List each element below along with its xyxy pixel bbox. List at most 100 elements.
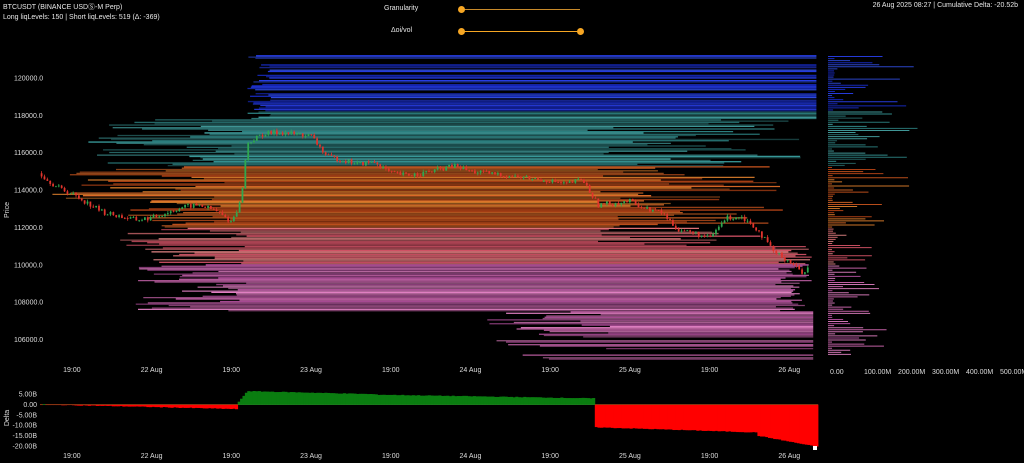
delta-bar xyxy=(459,396,463,405)
candle-body xyxy=(562,182,565,184)
delta-bar xyxy=(648,404,652,430)
candle-body xyxy=(95,205,98,208)
delta-bar xyxy=(799,404,803,444)
delta-bar xyxy=(441,395,445,405)
delta-bar xyxy=(411,395,415,405)
candle-body xyxy=(184,204,186,208)
candle-body xyxy=(115,215,118,217)
granularity-slider[interactable] xyxy=(461,9,580,10)
candle-body xyxy=(132,217,135,218)
delta-bar xyxy=(667,404,671,430)
candle-body xyxy=(235,212,238,217)
delta-bar xyxy=(714,404,718,431)
delta-bar xyxy=(462,395,466,405)
oi-vol-range-slider[interactable] xyxy=(461,31,580,32)
delta-bar xyxy=(401,394,405,405)
candle-body xyxy=(663,213,666,215)
delta-bar xyxy=(812,404,816,447)
candle-body xyxy=(72,192,75,194)
candle-body xyxy=(798,265,801,270)
candle-body xyxy=(703,235,706,237)
delta-bar xyxy=(202,404,206,409)
candle-body xyxy=(293,131,296,134)
delta-bar xyxy=(271,391,275,405)
delta-bar xyxy=(749,404,753,433)
candle-body xyxy=(588,185,591,193)
delta-bar xyxy=(425,395,429,405)
candle-body xyxy=(60,185,63,188)
delta-bar xyxy=(229,404,233,410)
oi-vol-slider-handle-low[interactable] xyxy=(458,28,465,35)
delta-bar xyxy=(208,404,212,409)
candle-body xyxy=(508,176,511,178)
delta-bar xyxy=(762,404,766,437)
delta-bar xyxy=(200,404,204,409)
candle-body xyxy=(669,218,671,221)
candle-body xyxy=(201,204,204,207)
candle-body xyxy=(651,209,654,212)
candle-body xyxy=(161,216,164,217)
delta-bar xyxy=(621,404,625,429)
delta-bar xyxy=(496,396,500,405)
delta-bar xyxy=(175,404,180,408)
candle-body xyxy=(98,205,100,211)
delta-bar xyxy=(456,396,461,405)
candle-body xyxy=(212,208,215,210)
delta-bar xyxy=(268,391,272,405)
profile-tick-label: 300.00M xyxy=(932,369,959,376)
delta-bar xyxy=(154,404,158,408)
delta-bar xyxy=(555,397,559,405)
delta-bar xyxy=(616,404,620,429)
candle-body xyxy=(66,191,69,194)
delta-bar xyxy=(130,404,134,407)
delta-bar xyxy=(709,404,713,431)
delta-bar xyxy=(311,392,315,405)
oi-vol-slider-handle-high[interactable] xyxy=(577,28,584,35)
candle-body xyxy=(474,170,476,174)
delta-bar xyxy=(536,397,540,405)
candle-body xyxy=(210,205,212,209)
candle-body xyxy=(370,162,373,163)
candle-body xyxy=(405,172,407,174)
liquidation-profile: 0.00 100.00M 200.00M 300.00M 400.00M 500.00M xyxy=(818,50,1024,376)
delta-bar xyxy=(435,395,439,405)
delta-bar xyxy=(117,404,121,407)
delta-bar xyxy=(549,397,553,405)
candle-body xyxy=(410,175,413,177)
candle-body xyxy=(674,225,677,229)
delta-bar xyxy=(358,393,362,405)
candle-body xyxy=(40,173,43,177)
delta-bar xyxy=(693,404,697,431)
delta-x-tick-label: 22 Aug xyxy=(141,453,163,460)
price-axis: 106000.0 108000.0 110000.0 112000.0 114000.0… xyxy=(14,76,800,460)
candle-body xyxy=(551,179,554,183)
candle-body xyxy=(689,230,692,232)
delta-bar xyxy=(778,404,782,440)
candle-body xyxy=(428,171,430,172)
candle-body xyxy=(106,214,109,216)
delta-bar xyxy=(651,404,655,430)
candle-body xyxy=(63,187,66,192)
granularity-slider-handle[interactable] xyxy=(458,6,465,13)
candle-body xyxy=(494,172,496,175)
delta-bar xyxy=(316,392,320,405)
delta-x-tick-label: 19:00 xyxy=(701,453,719,460)
delta-bar xyxy=(706,404,710,431)
candle-body xyxy=(287,132,290,134)
delta-bar xyxy=(127,404,131,407)
x-tick-label: 22 Aug xyxy=(141,367,163,374)
candle-body xyxy=(623,201,626,203)
delta-bar xyxy=(427,395,431,405)
delta-bar xyxy=(157,404,161,408)
candle-body xyxy=(307,134,310,136)
delta-bar xyxy=(87,404,91,406)
candle-body xyxy=(600,203,603,208)
candle-body xyxy=(643,207,646,209)
delta-bar xyxy=(132,404,137,407)
delta-bar xyxy=(656,404,660,430)
candle-body xyxy=(479,170,482,173)
candle-body xyxy=(580,178,582,180)
delta-bar xyxy=(332,393,336,405)
delta-x-tick-label: 23 Aug xyxy=(300,453,322,460)
delta-bar xyxy=(95,404,99,406)
